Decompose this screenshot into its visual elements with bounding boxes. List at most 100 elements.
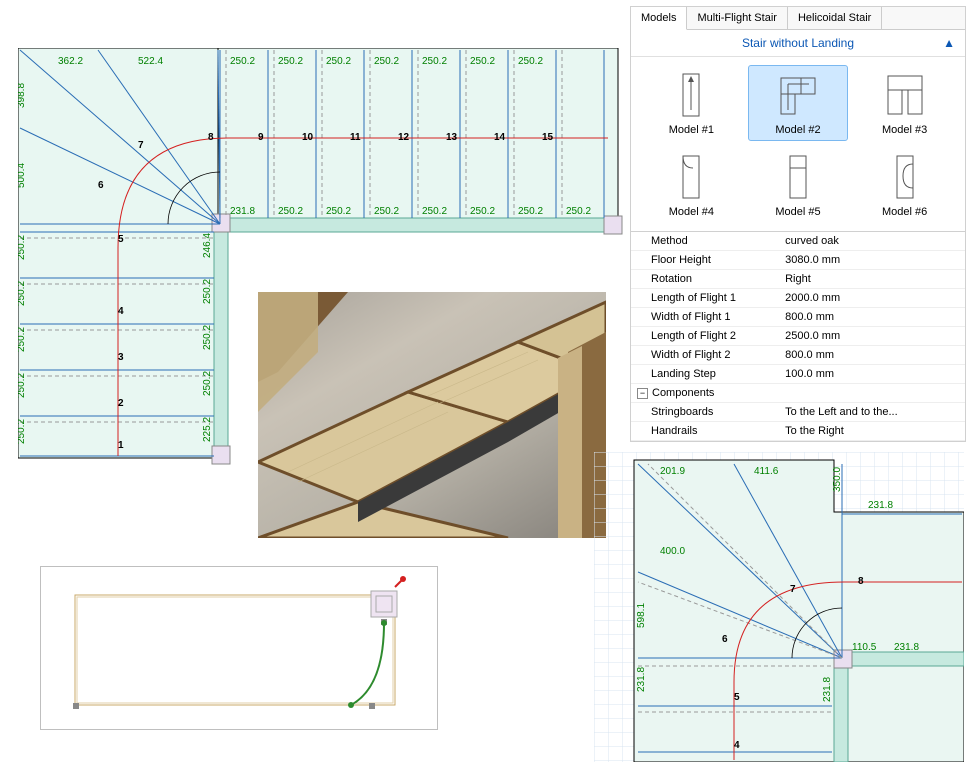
model-1-label: Model #1: [646, 124, 737, 136]
svg-text:250.2: 250.2: [18, 235, 27, 260]
plan-svg-br: 201.9 411.6 231.8 350.0 400.0 598.1 231.…: [594, 452, 964, 762]
model-5-label: Model #5: [753, 206, 844, 218]
mini-preview-svg: [41, 567, 439, 731]
tab-models[interactable]: Models: [631, 7, 687, 30]
model-6-label: Model #6: [859, 206, 950, 218]
svg-text:250.2: 250.2: [18, 419, 27, 444]
svg-text:225.2: 225.2: [202, 417, 213, 442]
svg-text:231.8: 231.8: [894, 642, 919, 653]
svg-text:411.6: 411.6: [754, 466, 779, 477]
svg-text:250.2: 250.2: [422, 56, 447, 67]
model-shape-3: [882, 70, 928, 120]
svg-text:11: 11: [350, 132, 361, 143]
models-grid: Model #1 Model #2 Model #3 Model #4 Mode…: [631, 57, 965, 231]
model-4[interactable]: Model #4: [641, 147, 742, 223]
svg-text:250.2: 250.2: [278, 56, 303, 67]
svg-text:250.2: 250.2: [18, 327, 27, 352]
model-shape-6: [882, 152, 928, 202]
minus-icon[interactable]: −: [637, 388, 648, 399]
svg-text:250.2: 250.2: [422, 206, 447, 217]
prop-row: Landing Step100.0 mm: [631, 365, 965, 384]
prop-group-components[interactable]: −Components: [631, 384, 965, 403]
svg-text:3: 3: [118, 352, 124, 363]
render-3d[interactable]: [258, 292, 606, 538]
svg-text:13: 13: [446, 132, 458, 143]
prop-row: Methodcurved oak: [631, 232, 965, 251]
svg-text:350.0: 350.0: [832, 467, 843, 492]
svg-text:5: 5: [118, 234, 124, 245]
chevron-up-icon[interactable]: ▲: [943, 36, 955, 50]
svg-text:598.1: 598.1: [636, 603, 647, 628]
model-6[interactable]: Model #6: [854, 147, 955, 223]
svg-text:362.2: 362.2: [58, 56, 83, 67]
svg-text:250.2: 250.2: [470, 56, 495, 67]
svg-text:9: 9: [258, 132, 264, 143]
svg-text:6: 6: [98, 180, 104, 191]
svg-text:250.2: 250.2: [566, 206, 591, 217]
svg-text:250.2: 250.2: [518, 206, 543, 217]
model-shape-5: [775, 152, 821, 202]
svg-text:250.2: 250.2: [230, 56, 255, 67]
model-5[interactable]: Model #5: [748, 147, 849, 223]
svg-text:110.5: 110.5: [852, 642, 877, 653]
prop-row: Floor Height3080.0 mm: [631, 251, 965, 270]
prop-row: HandrailsTo the Right: [631, 422, 965, 441]
plan-view-bottom-right[interactable]: 201.9 411.6 231.8 350.0 400.0 598.1 231.…: [594, 452, 964, 762]
svg-text:250.2: 250.2: [202, 371, 213, 396]
svg-text:231.8: 231.8: [822, 677, 833, 702]
svg-text:250.2: 250.2: [202, 325, 213, 350]
svg-text:250.2: 250.2: [470, 206, 495, 217]
svg-text:7: 7: [138, 140, 144, 151]
model-4-label: Model #4: [646, 206, 737, 218]
section-header[interactable]: Stair without Landing ▲: [631, 30, 965, 57]
svg-text:250.2: 250.2: [18, 281, 27, 306]
render-3d-svg: [258, 292, 606, 538]
svg-text:201.9: 201.9: [660, 466, 685, 477]
svg-text:500.4: 500.4: [18, 163, 27, 188]
svg-text:7: 7: [790, 584, 796, 595]
tab-multi-flight[interactable]: Multi-Flight Stair: [687, 7, 787, 29]
model-3-label: Model #3: [859, 124, 950, 136]
svg-text:250.2: 250.2: [278, 206, 303, 217]
svg-text:250.2: 250.2: [18, 373, 27, 398]
svg-text:14: 14: [494, 132, 506, 143]
properties-table: Methodcurved oak Floor Height3080.0 mm R…: [631, 231, 965, 441]
svg-text:250.2: 250.2: [518, 56, 543, 67]
prop-row: Width of Flight 1800.0 mm: [631, 308, 965, 327]
model-2[interactable]: Model #2: [748, 65, 849, 141]
model-3[interactable]: Model #3: [854, 65, 955, 141]
svg-text:12: 12: [398, 132, 410, 143]
svg-text:250.2: 250.2: [326, 56, 351, 67]
tab-helicoidal[interactable]: Helicoidal Stair: [788, 7, 882, 29]
svg-text:4: 4: [734, 740, 740, 751]
svg-text:1: 1: [118, 440, 124, 451]
svg-text:400.0: 400.0: [660, 546, 685, 557]
svg-text:250.2: 250.2: [374, 56, 399, 67]
properties-panel: Models Multi-Flight Stair Helicoidal Sta…: [630, 6, 966, 442]
svg-text:250.2: 250.2: [374, 206, 399, 217]
svg-text:246.4: 246.4: [202, 233, 213, 258]
model-1[interactable]: Model #1: [641, 65, 742, 141]
svg-text:2: 2: [118, 398, 124, 409]
svg-text:231.8: 231.8: [868, 500, 893, 511]
svg-text:522.4: 522.4: [138, 56, 163, 67]
svg-text:398.8: 398.8: [18, 83, 27, 108]
prop-row: RotationRight: [631, 270, 965, 289]
svg-text:250.2: 250.2: [326, 206, 351, 217]
section-title: Stair without Landing: [742, 36, 854, 50]
svg-text:8: 8: [208, 132, 214, 143]
model-shape-1: [668, 70, 714, 120]
prop-row: Length of Flight 22500.0 mm: [631, 327, 965, 346]
model-2-label: Model #2: [753, 124, 844, 136]
svg-text:4: 4: [118, 306, 124, 317]
model-shape-4: [668, 152, 714, 202]
svg-text:5: 5: [734, 692, 740, 703]
mini-preview-panel[interactable]: [40, 566, 438, 730]
svg-text:10: 10: [302, 132, 314, 143]
svg-text:250.2: 250.2: [202, 279, 213, 304]
svg-text:231.8: 231.8: [636, 667, 647, 692]
svg-text:6: 6: [722, 634, 728, 645]
svg-text:15: 15: [542, 132, 554, 143]
svg-text:231.8: 231.8: [230, 206, 255, 217]
prop-row: Length of Flight 12000.0 mm: [631, 289, 965, 308]
